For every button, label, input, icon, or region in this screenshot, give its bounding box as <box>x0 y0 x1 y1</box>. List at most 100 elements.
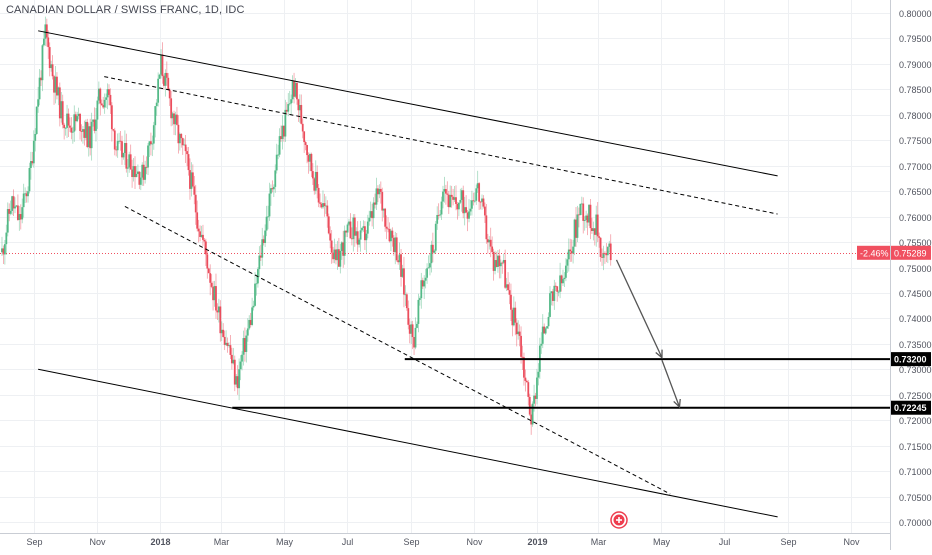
candle-body <box>352 217 355 240</box>
candle-body <box>440 201 443 215</box>
candle-body <box>310 153 313 172</box>
candle-body <box>596 214 599 237</box>
candle-body <box>194 194 197 213</box>
candle-body <box>421 280 424 287</box>
candle-body <box>275 154 278 171</box>
candle-body <box>113 130 116 150</box>
price-axis[interactable]: 0.70000 0.70500 0.71000 0.71500 0.72000 0.725… <box>899 9 932 528</box>
candle-body <box>567 249 570 260</box>
candle-body <box>492 251 495 271</box>
candle-body <box>168 89 171 99</box>
candle-body <box>484 206 486 216</box>
y-tick-label: 0.73500 <box>899 340 932 350</box>
candle-body <box>385 226 388 229</box>
candle-body <box>69 125 71 128</box>
x-tick-label: Sep <box>780 537 796 547</box>
candle-body <box>5 232 8 245</box>
candle-body <box>300 104 303 124</box>
candle-body <box>520 335 522 357</box>
candle-body <box>9 210 12 214</box>
candle-body <box>572 246 575 254</box>
candle-body <box>544 328 547 334</box>
candle-body <box>452 196 455 200</box>
candle-body <box>152 125 155 144</box>
y-tick-label: 0.74000 <box>899 314 932 324</box>
candle-body <box>559 275 562 292</box>
candle-body <box>404 294 407 296</box>
candle-body <box>132 166 135 178</box>
candle-body <box>494 260 496 271</box>
candle-body <box>453 197 456 200</box>
candle-body <box>528 396 531 415</box>
candle-body <box>313 178 316 191</box>
candle-body <box>268 193 271 217</box>
candle-body <box>417 299 420 324</box>
candle-body <box>25 193 28 197</box>
x-tick-label: 2018 <box>150 537 170 547</box>
candle-body <box>434 223 437 251</box>
candle-body <box>122 152 125 158</box>
price-levels <box>232 358 890 409</box>
candle-body <box>436 214 439 224</box>
candle-body <box>468 211 470 219</box>
candle-body <box>6 209 9 233</box>
candle-body <box>433 250 436 253</box>
x-tick-label: Mar <box>214 537 230 547</box>
candle-body <box>358 239 361 245</box>
candle-body <box>45 24 48 38</box>
candle-body <box>178 133 181 144</box>
candle-body <box>469 208 472 212</box>
candle-body <box>408 324 411 334</box>
candle-body <box>217 306 220 313</box>
candle-body <box>294 82 297 97</box>
candle-body <box>322 203 324 208</box>
candle-body <box>83 129 86 138</box>
candle-body <box>161 54 164 77</box>
candle-body <box>223 336 226 345</box>
candle-body <box>547 316 550 327</box>
candle-body <box>296 82 298 100</box>
y-tick-label: 0.70000 <box>899 518 932 528</box>
candle-body <box>112 129 115 131</box>
trendlines <box>0 30 890 518</box>
candle-body <box>601 256 603 258</box>
candle-body <box>77 113 80 117</box>
candle-body <box>560 275 563 284</box>
level-badge <box>891 352 931 367</box>
candle-body <box>330 240 333 253</box>
x-tick-label: Nov <box>843 537 860 547</box>
y-tick-label: 0.72000 <box>899 416 932 426</box>
candle-body <box>183 144 186 146</box>
candle-body <box>206 254 209 269</box>
candle-body <box>76 116 79 122</box>
y-tick-label: 0.76500 <box>899 187 932 197</box>
dashed-trendline <box>104 76 778 215</box>
candle-body <box>495 260 498 267</box>
candle-body <box>392 237 395 253</box>
candle-body <box>128 154 131 168</box>
candle-body <box>512 307 515 326</box>
level-badge <box>891 400 931 415</box>
candle-body <box>533 395 535 404</box>
candle-body <box>307 155 310 162</box>
candle-body <box>394 237 397 253</box>
candle-body <box>530 414 533 425</box>
candle-body <box>61 101 64 125</box>
candle-body <box>96 100 99 120</box>
candle-body <box>491 246 494 252</box>
event-marker[interactable] <box>610 511 628 529</box>
candle-body <box>239 361 242 370</box>
time-axis[interactable]: Sep Nov 2018 Mar May Jul Sep Nov 2019 Mar May Jul Se… <box>26 537 860 547</box>
candle-body <box>19 214 22 220</box>
price-badges: 0.73200 0.72245 -2.46% 0.75289 <box>857 245 931 415</box>
candle-body <box>164 72 167 86</box>
candle-body <box>323 203 326 207</box>
candle-body <box>521 356 524 358</box>
candle-body <box>343 230 346 256</box>
candle-body <box>229 345 232 355</box>
candle-body <box>531 403 534 425</box>
candle-body <box>485 215 488 240</box>
candle-body <box>92 119 94 122</box>
candle-body <box>405 294 408 309</box>
